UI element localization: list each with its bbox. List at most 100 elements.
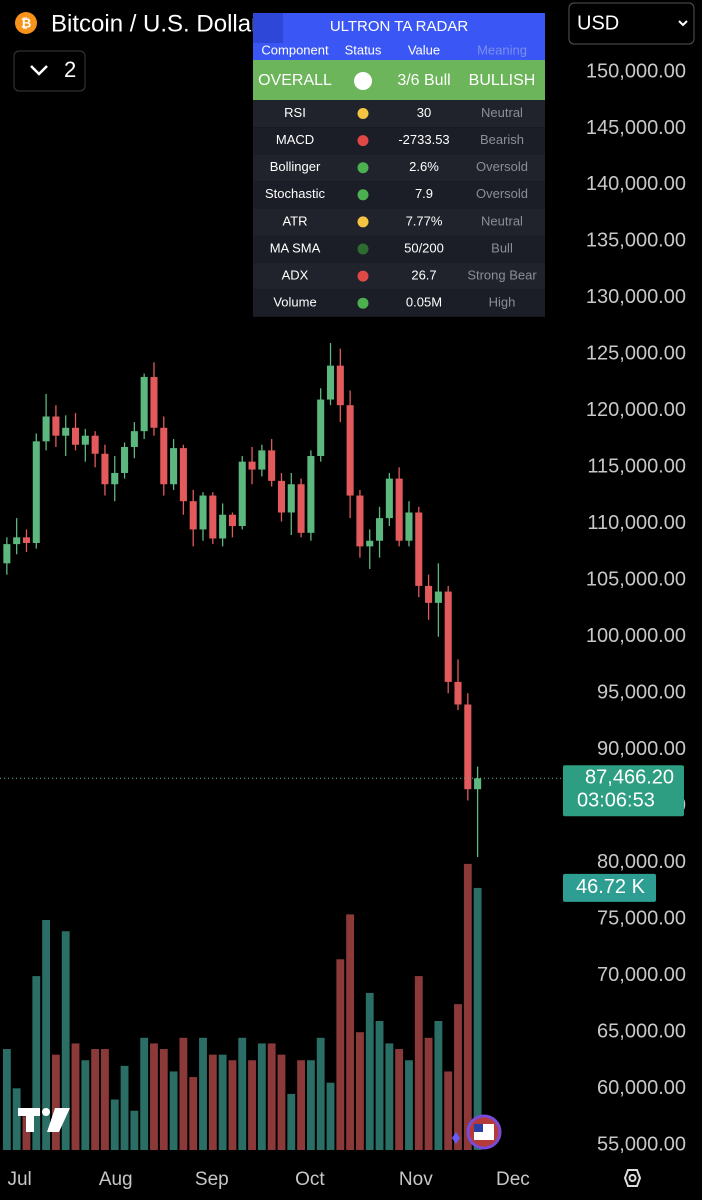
y-tick-label: 65,000.00 [597, 1020, 686, 1042]
volume-bar [434, 1020, 443, 1150]
x-tick-label: Aug [99, 1169, 133, 1190]
candle-body [317, 399, 325, 457]
y-tick-label: 125,000.00 [586, 343, 686, 365]
candle-body [385, 478, 393, 519]
row-status [357, 216, 369, 228]
candle-body [62, 427, 70, 436]
overall-value: 3/6 Bull [397, 72, 450, 89]
y-tick-label: 70,000.00 [597, 964, 686, 986]
symbol-title: Bitcoin / U.S. Dollar [51, 10, 259, 37]
candle-body [376, 518, 384, 541]
row-status [357, 297, 369, 309]
row-component: RSI [284, 105, 306, 120]
btc-icon [15, 12, 37, 34]
volume-bar [12, 1088, 21, 1150]
row-value: 7.9 [415, 186, 433, 201]
volume-bar [71, 1043, 80, 1150]
candle-body [415, 512, 423, 586]
candle-body [52, 416, 60, 436]
volume-bar [473, 887, 482, 1150]
candle-body [277, 480, 286, 513]
candle-body [13, 537, 21, 545]
row-status [357, 270, 369, 282]
settings-icon[interactable] [623, 1169, 642, 1187]
volume-bar [2, 1049, 11, 1150]
candle-body [160, 427, 168, 485]
row-status [357, 135, 369, 147]
candle-body [189, 501, 197, 530]
candle-body [444, 591, 452, 682]
overall-meaning: BULLISH [469, 72, 536, 89]
overall-row [253, 60, 545, 100]
candle-body [121, 446, 129, 473]
y-tick-label: 145,000.00 [586, 117, 686, 139]
btc-icon-glyph: ₿ [21, 15, 32, 30]
table-row [253, 100, 545, 128]
column-header: Component [261, 42, 329, 57]
volume-bar [297, 1060, 306, 1150]
row-component: MA SMA [270, 240, 321, 255]
candle-body [287, 484, 295, 513]
row-component: Volume [273, 295, 316, 310]
volume-bar [42, 920, 51, 1150]
y-tick-label: 140,000.00 [586, 173, 686, 195]
row-component: Bollinger [270, 159, 321, 174]
candle-body [238, 461, 246, 527]
candle-body [71, 427, 80, 445]
volume-bar [444, 1071, 453, 1150]
row-component: ATR [282, 213, 307, 228]
row-meaning: Neutral [481, 105, 523, 120]
volume-bar [316, 1037, 325, 1150]
volume-bar [356, 1032, 364, 1150]
table-row [253, 235, 545, 263]
y-tick-label: 110,000.00 [587, 512, 686, 534]
overall-status [354, 72, 372, 90]
candle-body [356, 495, 364, 547]
row-component: MACD [276, 132, 314, 147]
currency-select[interactable] [568, 2, 695, 45]
indicator-toggle[interactable] [13, 50, 86, 92]
volume-bar [365, 992, 374, 1150]
row-value: -2733.53 [398, 132, 449, 147]
y-tick-label: 55,000.00 [597, 1133, 686, 1155]
volume-bar [120, 1065, 129, 1150]
volume-bar [306, 1060, 315, 1150]
y-tick-label: 105,000.00 [586, 569, 686, 591]
last-volume-label: 46.72 K [576, 876, 646, 898]
row-meaning: Bull [491, 240, 513, 255]
x-tick-label: Jul [7, 1169, 31, 1190]
y-tick-label: 80,000.00 [597, 851, 686, 873]
y-tick-label: 90,000.00 [597, 738, 686, 760]
candle-body [42, 416, 50, 442]
volume-bar [179, 1037, 188, 1150]
chevron [30, 65, 48, 76]
table-row [253, 208, 545, 236]
x-tick-label: Nov [399, 1169, 433, 1190]
select-chevron [678, 20, 688, 27]
table-title-bg [253, 13, 545, 60]
candle-body [219, 514, 227, 539]
y-tick-label: 135,000.00 [586, 230, 686, 252]
candle-body [209, 495, 217, 539]
table-row [253, 154, 545, 182]
y-tick-label: 100,000.00 [586, 625, 686, 647]
volume-bar [32, 976, 41, 1150]
row-meaning: Oversold [476, 159, 528, 174]
x-tick-label: Sep [195, 1169, 229, 1190]
candle-body [91, 435, 99, 454]
volume-bar [385, 1043, 394, 1150]
candle-body [101, 453, 109, 485]
volume-bar [405, 1060, 413, 1150]
row-component: Stochastic [265, 186, 325, 201]
row-status [357, 108, 369, 119]
volume-bar [248, 1060, 256, 1150]
candle-body [179, 448, 187, 502]
candle-body [464, 704, 472, 790]
volume-bar [189, 1077, 198, 1150]
volume-bar [101, 1049, 109, 1150]
volume-bar [375, 1020, 384, 1150]
candle-body [474, 778, 482, 790]
x-tick-label: Dec [496, 1169, 530, 1190]
